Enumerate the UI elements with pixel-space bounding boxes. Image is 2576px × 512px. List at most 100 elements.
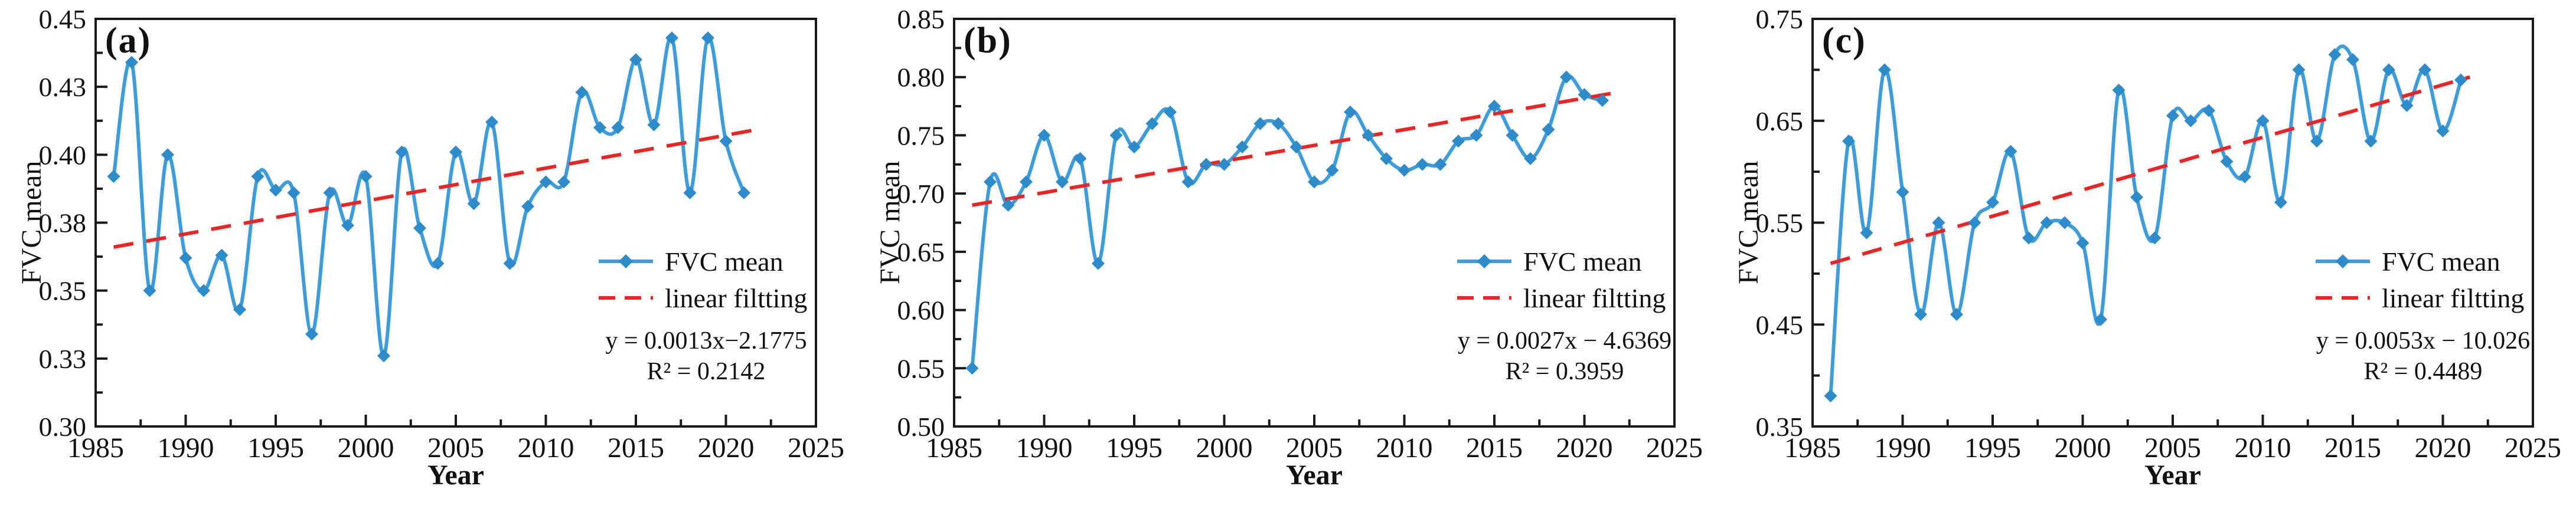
fit-equation: y = 0.0013x−2.1775 xyxy=(605,327,807,355)
linear-fitting-line xyxy=(971,91,1612,207)
y-tick-label: 0.43 xyxy=(39,72,87,102)
diamond-marker-icon xyxy=(593,121,606,134)
diamond-marker-icon xyxy=(1325,163,1339,177)
diamond-marker-icon xyxy=(1380,152,1393,165)
diamond-marker-icon xyxy=(1200,157,1213,171)
diamond-marker-icon xyxy=(647,118,661,132)
x-axis: 1985 1990 1995 2000 2005 2010 2015 2020 2025 xyxy=(67,415,844,464)
panel-label-a: (a) xyxy=(105,21,152,61)
diamond-marker-icon xyxy=(965,362,979,375)
x-axis: 1985 1990 1995 2000 2005 2010 2015 2020 2025 xyxy=(926,415,1703,464)
series-line-sample xyxy=(2316,254,2370,269)
diamond-marker-icon xyxy=(359,170,373,183)
diamond-marker-icon xyxy=(1896,185,1909,199)
legend-item-trend: linear filtting xyxy=(599,280,807,316)
diamond-marker-icon xyxy=(1578,88,1591,101)
diamond-marker-icon xyxy=(1968,216,1981,229)
diamond-marker-icon xyxy=(521,199,534,213)
x-tick-label: 2025 xyxy=(2505,432,2561,464)
x-tick-label: 2010 xyxy=(2235,432,2291,464)
diamond-marker-icon xyxy=(2148,231,2162,245)
diamond-marker-icon xyxy=(2335,254,2350,269)
diamond-marker-icon xyxy=(557,175,570,189)
diamond-marker-icon xyxy=(233,303,246,316)
panel-b: 1985 1990 1995 2000 2005 2010 2015 2020 2025 0.85… xyxy=(858,0,1718,512)
y-tick-label: 0.35 xyxy=(39,276,87,306)
diamond-marker-icon xyxy=(618,254,634,269)
x-tick-label: 2015 xyxy=(2324,432,2381,464)
diamond-marker-icon xyxy=(2292,63,2306,77)
y-tick-label: 0.75 xyxy=(897,120,945,150)
panel-c: 1985 1990 1995 2000 2005 2010 2015 2020 2025 0.75… xyxy=(1717,0,2576,512)
y-tick-label: 0.55 xyxy=(897,353,945,383)
diamond-marker-icon xyxy=(1020,175,1033,189)
diamond-marker-icon xyxy=(1128,140,1141,154)
diamond-marker-icon xyxy=(2166,109,2179,123)
diamond-marker-icon xyxy=(2364,134,2378,148)
diamond-marker-icon xyxy=(305,327,318,341)
y-tick-label: 0.35 xyxy=(1756,412,1804,442)
diamond-marker-icon xyxy=(665,31,678,45)
diamond-marker-icon xyxy=(1109,129,1123,142)
y-axis: 0.45 0.43 0.40 0.38 0.35 0.33 0.30 xyxy=(39,4,107,442)
x-tick-label: 2000 xyxy=(338,432,394,464)
x-tick-label: 1985 xyxy=(67,432,124,464)
x-tick-label: 1990 xyxy=(1016,432,1073,464)
x-tick-label: 2020 xyxy=(2415,432,2471,464)
diamond-marker-icon xyxy=(1878,63,1891,77)
diamond-marker-icon xyxy=(1452,134,1465,148)
diamond-marker-icon xyxy=(2094,313,2107,326)
diamond-marker-icon xyxy=(1470,129,1483,142)
chart-a: 1985 1990 1995 2000 2005 2010 2015 2020 2025 0.45… xyxy=(39,4,845,464)
trend-line-sample xyxy=(2316,296,2370,300)
y-tick-label: 0.75 xyxy=(1756,4,1804,34)
diamond-marker-icon xyxy=(467,197,481,211)
diamond-marker-icon xyxy=(1145,117,1159,130)
diamond-marker-icon xyxy=(2256,114,2270,127)
diamond-marker-icon xyxy=(1932,216,1945,229)
diamond-marker-icon xyxy=(215,248,228,262)
y-tick-label: 0.33 xyxy=(39,344,87,374)
diamond-marker-icon xyxy=(1272,117,1285,130)
diamond-marker-icon xyxy=(1434,157,1447,171)
fit-r-squared: R² = 0.2142 xyxy=(647,358,766,385)
diamond-marker-icon xyxy=(2058,216,2071,229)
diamond-marker-icon xyxy=(287,186,301,199)
x-tick-label: 1990 xyxy=(1875,432,1931,464)
chart-c: 1985 1990 1995 2000 2005 2010 2015 2020 2025 0.75… xyxy=(1756,4,2562,464)
diamond-marker-icon xyxy=(2076,237,2089,250)
x-tick-label: 2005 xyxy=(2144,432,2201,464)
diamond-marker-icon xyxy=(251,170,265,183)
diamond-marker-icon xyxy=(629,53,642,67)
diamond-marker-icon xyxy=(269,183,282,197)
y-axis: 0.85 0.80 0.75 0.70 0.65 0.60 0.55 0.50 xyxy=(897,4,966,442)
diamond-marker-icon xyxy=(1824,389,1837,403)
y-tick-label: 0.80 xyxy=(897,63,945,93)
diamond-marker-icon xyxy=(701,31,714,45)
y-tick-label: 0.55 xyxy=(1756,208,1804,238)
diamond-marker-icon xyxy=(1560,70,1573,84)
x-tick-label: 1995 xyxy=(1106,432,1163,464)
diamond-marker-icon xyxy=(2328,48,2342,61)
diamond-marker-icon xyxy=(161,148,174,162)
diamond-marker-icon xyxy=(2382,63,2395,77)
diamond-marker-icon xyxy=(143,284,156,297)
diamond-marker-icon xyxy=(2436,124,2450,138)
diamond-marker-icon xyxy=(1344,105,1357,119)
y-tick-label: 0.50 xyxy=(897,412,945,442)
legend-label-series: FVC mean xyxy=(2382,246,2500,277)
x-tick-label: 2025 xyxy=(1646,432,1703,464)
y-tick-label: 0.38 xyxy=(39,208,87,238)
y-axis: 0.75 0.65 0.55 0.45 0.35 xyxy=(1756,4,1824,442)
diamond-marker-icon xyxy=(1398,163,1411,177)
diamond-marker-icon xyxy=(1289,140,1303,154)
diamond-marker-icon xyxy=(1542,123,1555,136)
diamond-marker-icon xyxy=(1950,307,1963,321)
y-tick-label: 0.85 xyxy=(897,4,945,34)
legend-label-series: FVC mean xyxy=(665,246,783,277)
diamond-marker-icon xyxy=(2400,99,2414,112)
fvc-mean-line xyxy=(970,74,1604,370)
fit-equation: y = 0.0027x − 4.6369 xyxy=(1457,327,1672,355)
diamond-marker-icon xyxy=(1506,129,1519,142)
